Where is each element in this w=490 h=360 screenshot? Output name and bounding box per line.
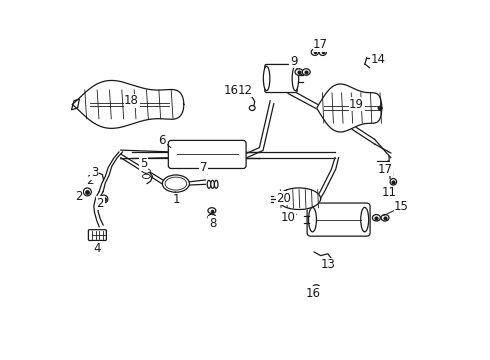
Text: 17: 17 [378, 163, 393, 176]
Text: 20: 20 [276, 192, 292, 204]
Polygon shape [277, 188, 320, 210]
Ellipse shape [208, 214, 216, 220]
Text: 16: 16 [224, 84, 239, 96]
Text: 8: 8 [209, 217, 216, 230]
Text: 18: 18 [124, 94, 139, 107]
Ellipse shape [249, 105, 255, 111]
Ellipse shape [319, 49, 326, 55]
Text: 19: 19 [349, 98, 364, 111]
Ellipse shape [372, 215, 380, 221]
Text: 15: 15 [394, 201, 409, 213]
FancyBboxPatch shape [265, 64, 297, 93]
Text: 15: 15 [394, 201, 409, 213]
Polygon shape [317, 84, 382, 132]
Text: 6: 6 [158, 134, 166, 147]
Text: 16: 16 [306, 287, 321, 300]
Text: 17: 17 [313, 39, 328, 51]
Ellipse shape [292, 66, 298, 91]
Ellipse shape [215, 180, 218, 188]
Ellipse shape [263, 66, 270, 91]
Ellipse shape [211, 180, 215, 188]
Ellipse shape [162, 175, 189, 192]
Text: 17: 17 [378, 163, 393, 176]
Text: 3: 3 [91, 166, 98, 179]
Text: 8: 8 [209, 217, 216, 230]
Text: 14: 14 [371, 53, 386, 66]
Text: 9: 9 [290, 55, 297, 68]
Ellipse shape [89, 172, 97, 180]
Ellipse shape [311, 49, 318, 55]
Text: 13: 13 [320, 258, 335, 271]
Text: 4: 4 [94, 242, 101, 255]
FancyBboxPatch shape [88, 230, 106, 240]
Ellipse shape [230, 85, 237, 90]
Text: 18: 18 [124, 94, 139, 107]
Ellipse shape [361, 207, 368, 232]
Ellipse shape [207, 180, 211, 188]
Text: 16: 16 [224, 84, 239, 96]
Text: 13: 13 [320, 258, 335, 271]
Ellipse shape [143, 169, 150, 173]
Text: 2: 2 [97, 197, 104, 210]
FancyBboxPatch shape [169, 140, 246, 168]
Text: 7: 7 [200, 161, 207, 174]
Text: 10: 10 [281, 211, 295, 224]
Text: 16: 16 [306, 287, 321, 300]
Ellipse shape [390, 179, 396, 185]
Text: 5: 5 [140, 157, 147, 170]
Polygon shape [72, 80, 184, 129]
FancyBboxPatch shape [307, 203, 370, 236]
Text: 12: 12 [238, 84, 252, 96]
Polygon shape [72, 99, 79, 110]
Text: 12: 12 [238, 84, 252, 96]
Ellipse shape [100, 195, 108, 203]
Ellipse shape [381, 215, 389, 221]
Text: 2: 2 [75, 190, 82, 203]
Ellipse shape [295, 69, 303, 75]
Text: 1: 1 [173, 193, 180, 206]
Text: 2: 2 [97, 197, 104, 210]
Ellipse shape [378, 106, 382, 110]
Text: 9: 9 [290, 55, 297, 68]
Text: 20: 20 [276, 192, 292, 204]
Text: 11: 11 [382, 186, 396, 199]
Text: 2: 2 [86, 174, 94, 186]
Text: 5: 5 [140, 157, 147, 170]
Text: 2: 2 [75, 190, 82, 203]
Ellipse shape [309, 207, 317, 232]
Ellipse shape [143, 174, 150, 179]
Text: 17: 17 [313, 39, 328, 51]
Text: 6: 6 [158, 134, 166, 147]
Text: 10: 10 [281, 211, 295, 224]
Text: 2: 2 [86, 174, 94, 186]
Ellipse shape [312, 285, 320, 291]
Ellipse shape [302, 69, 310, 75]
Text: 14: 14 [371, 53, 386, 66]
Text: 11: 11 [382, 186, 396, 199]
Text: 1: 1 [173, 193, 180, 206]
Text: 3: 3 [91, 166, 98, 179]
Ellipse shape [165, 177, 187, 190]
Text: 7: 7 [200, 161, 207, 174]
Ellipse shape [208, 208, 216, 213]
Ellipse shape [83, 188, 91, 196]
Text: 19: 19 [349, 98, 364, 111]
Text: 4: 4 [94, 242, 101, 255]
